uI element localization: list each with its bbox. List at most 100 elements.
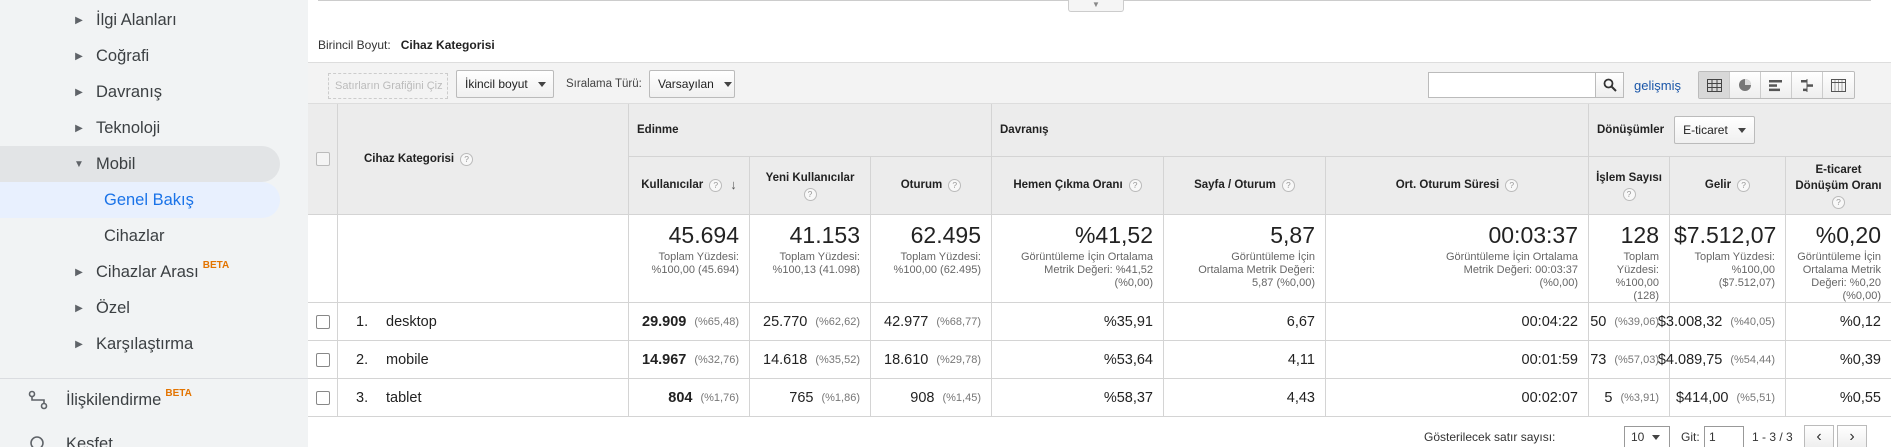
- cell-value: %35,91: [1103, 314, 1153, 330]
- table-search-input[interactable]: [1428, 72, 1596, 98]
- cell-bounce: %35,91: [992, 303, 1164, 341]
- sidebar-item-behavior[interactable]: ▶ Davranış: [0, 74, 280, 110]
- cell-value: 14.967: [642, 352, 687, 368]
- prev-page-button[interactable]: ‹: [1804, 425, 1834, 447]
- col-header-sessions[interactable]: Oturum ?: [871, 157, 992, 215]
- sidebar-item-geo[interactable]: ▶ Coğrafi: [0, 38, 280, 74]
- sidebar-item-devices[interactable]: Cihazlar: [0, 218, 280, 254]
- cell-sessions: 18.610 (%29,78): [871, 341, 992, 379]
- col-header-label: Gelir: [1704, 179, 1732, 192]
- plot-rows-button[interactable]: Satırların Grafiğini Çiz: [328, 73, 448, 99]
- pivot-view-button[interactable]: [1823, 72, 1854, 98]
- secondary-dimension-dropdown[interactable]: İkincil boyut: [456, 70, 554, 98]
- total-sessions: 62.495 Toplam Yüzdesi: %100,00 (62.495): [871, 215, 992, 303]
- primary-dimension: Birincil Boyut: Cihaz Kategorisi: [318, 38, 495, 52]
- goto-page-input[interactable]: 1: [1704, 426, 1744, 447]
- discover-icon: [28, 434, 50, 447]
- group-header-acquisition: Edinme: [629, 104, 992, 157]
- beta-badge: BETA: [202, 259, 230, 271]
- help-icon[interactable]: ?: [460, 152, 474, 166]
- data-view-button[interactable]: [1699, 72, 1730, 98]
- total-caption: Görüntüleme İçin Ortalama: [1445, 251, 1578, 263]
- row-dimension-link[interactable]: desktop: [386, 314, 437, 330]
- row-checkbox[interactable]: [315, 391, 330, 405]
- pagination: Gösterilecek satır sayısı: 10 Git: 1 1 -…: [308, 422, 1891, 447]
- total-caption: Toplam Yüzdesi:: [1694, 251, 1775, 263]
- sidebar-item-label: Teknoloji: [96, 118, 161, 137]
- cell-revenue: $3.008,32 (%40,05): [1658, 303, 1786, 341]
- conversion-type-dropdown[interactable]: E-ticaret: [1674, 116, 1755, 144]
- chevron-right-icon: ▶: [75, 14, 83, 26]
- collapse-chart-toggle[interactable]: ▼: [1068, 0, 1124, 12]
- totals-dimension-cell: [338, 215, 629, 303]
- performance-view-button[interactable]: [1761, 72, 1792, 98]
- col-header-label: Oturum: [900, 179, 943, 192]
- table-view-switcher: [1698, 71, 1855, 99]
- col-header-bounce-rate[interactable]: Hemen Çıkma Oranı ?: [992, 157, 1164, 215]
- help-icon[interactable]: ?: [948, 179, 962, 192]
- sort-type-value: Varsayılan: [658, 77, 714, 91]
- dimension-header[interactable]: Cihaz Kategorisi ?: [338, 104, 629, 215]
- help-icon[interactable]: ?: [709, 179, 723, 192]
- cell-value: 804: [668, 390, 693, 406]
- rows-per-page-select[interactable]: 10: [1624, 426, 1670, 447]
- total-bounce-rate: %41,52 Görüntüleme İçin Ortalama Metrik …: [992, 215, 1164, 303]
- sidebar-item-cross-device[interactable]: ▶ Cihazlar Arası BETA: [0, 254, 280, 290]
- total-caption: Toplam Yüzdesi:: [779, 251, 860, 263]
- sidebar-item-discover[interactable]: Keşfet: [0, 424, 308, 447]
- col-header-revenue[interactable]: Gelir ?: [1670, 157, 1786, 215]
- col-header-transactions[interactable]: İşlem Sayısı ?: [1589, 157, 1670, 215]
- sidebar-item-overview[interactable]: Genel Bakış: [0, 182, 280, 218]
- next-page-button[interactable]: ›: [1837, 425, 1867, 447]
- advanced-filter-link[interactable]: gelişmiş: [1634, 78, 1681, 93]
- sidebar-item-benchmarking[interactable]: ▶ Karşılaştırma: [0, 326, 280, 362]
- primary-dimension-value[interactable]: Cihaz Kategorisi: [400, 38, 495, 52]
- total-users: 45.694 Toplam Yüzdesi: %100,00 (45.694): [629, 215, 750, 303]
- sidebar-item-technology[interactable]: ▶ Teknoloji: [0, 110, 280, 146]
- total-caption: Değeri: %0,20 (%0,00): [1811, 277, 1881, 302]
- help-icon[interactable]: ?: [1832, 196, 1845, 210]
- cell-value: %58,37: [1103, 390, 1153, 406]
- help-icon[interactable]: ?: [1505, 179, 1519, 192]
- sidebar-divider: [0, 378, 308, 379]
- cell-percentage: (%1,45): [942, 392, 981, 404]
- cell-value: 4,43: [1286, 390, 1315, 406]
- comparison-view-button[interactable]: [1792, 72, 1823, 98]
- sidebar-item-attribution[interactable]: İlişkilendirme BETA: [0, 380, 308, 420]
- select-all-checkbox[interactable]: [315, 152, 330, 166]
- sidebar-item-custom[interactable]: ▶ Özel: [0, 290, 280, 326]
- group-header-label: Edinme: [637, 124, 679, 136]
- help-icon[interactable]: ?: [1622, 188, 1636, 202]
- cell-duration: 00:02:07: [1326, 379, 1589, 417]
- report-main: ▼ Birincil Boyut: Cihaz Kategorisi Satır…: [308, 0, 1891, 447]
- row-checkbox[interactable]: [315, 315, 330, 329]
- row-dimension-cell: 3. tablet: [338, 379, 629, 417]
- col-header-users[interactable]: Kullanıcılar ? ↓: [629, 157, 750, 215]
- help-icon[interactable]: ?: [803, 188, 817, 202]
- row-checkbox[interactable]: [315, 353, 330, 367]
- pivot-icon: [1831, 78, 1846, 92]
- total-caption: %100,00 (128): [1615, 277, 1659, 302]
- help-icon[interactable]: ?: [1128, 179, 1142, 192]
- col-header-avg-session-duration[interactable]: Ort. Oturum Süresi ?: [1326, 157, 1589, 215]
- cell-conv-rate: %0,39: [1786, 341, 1891, 379]
- search-button[interactable]: [1595, 72, 1624, 98]
- col-header-label: Ort. Oturum Süresi: [1395, 179, 1500, 192]
- help-icon[interactable]: ?: [1281, 179, 1295, 192]
- percentage-view-button[interactable]: [1730, 72, 1761, 98]
- sidebar-item-interests[interactable]: ▶ İlgi Alanları: [0, 2, 280, 38]
- col-header-new-users[interactable]: Yeni Kullanıcılar ?: [750, 157, 871, 215]
- cell-pages: 6,67: [1164, 303, 1326, 341]
- chevron-right-icon: ▶: [75, 86, 83, 98]
- row-dimension-link[interactable]: mobile: [386, 352, 429, 368]
- rows-per-page-label: Gösterilecek satır sayısı:: [1424, 430, 1556, 444]
- sidebar-item-mobile[interactable]: ▼ Mobil: [0, 146, 280, 182]
- col-header-ecommerce-conv-rate[interactable]: E-ticaret Dönüşüm Oranı ?: [1786, 157, 1891, 215]
- col-header-label: Kullanıcılar: [641, 179, 704, 192]
- col-header-pages-per-session[interactable]: Sayfa / Oturum ?: [1164, 157, 1326, 215]
- help-icon[interactable]: ?: [1737, 179, 1751, 192]
- cell-percentage: (%1,76): [700, 392, 739, 404]
- sort-type-dropdown[interactable]: Varsayılan: [649, 70, 735, 98]
- row-dimension-link[interactable]: tablet: [386, 390, 422, 406]
- total-caption: (%0,00): [1114, 277, 1153, 289]
